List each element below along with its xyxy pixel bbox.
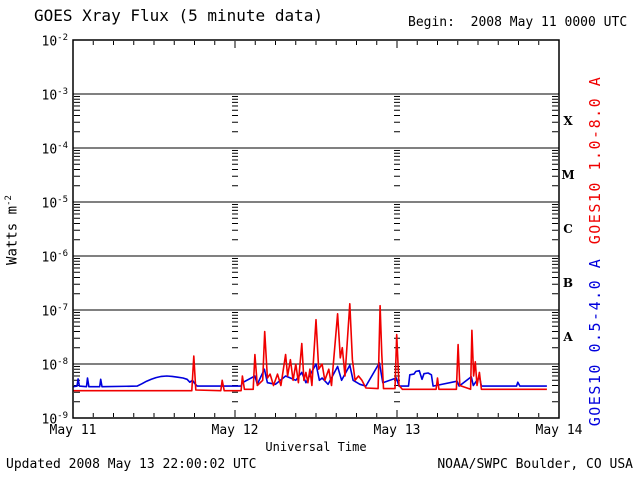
y-tick-label: 10-2 bbox=[41, 33, 69, 50]
x-axis-title: Universal Time bbox=[265, 440, 367, 454]
y-tick-label: 10-8 bbox=[41, 357, 69, 374]
credit-label: NOAA/SWPC Boulder, CO USA bbox=[437, 457, 633, 472]
flare-class-letter-x: X bbox=[563, 114, 573, 128]
x-tick-label: May 11 bbox=[49, 423, 97, 438]
updated-timestamp: Updated 2008 May 13 22:00:02 UTC bbox=[6, 457, 257, 472]
flare-class-letter-c: C bbox=[563, 222, 573, 236]
y-tick-label: 10-3 bbox=[41, 87, 69, 104]
long-band-flux-line bbox=[73, 302, 547, 392]
flare-class-letter-a: A bbox=[563, 330, 573, 344]
y-tick-label: 10-9 bbox=[41, 411, 69, 428]
x-tick-label: May 13 bbox=[373, 423, 421, 438]
short-band-flux-line bbox=[72, 362, 547, 388]
y-tick-label: 10-5 bbox=[41, 195, 69, 212]
x-tick-label: May 12 bbox=[211, 423, 259, 438]
y-tick-label: 10-6 bbox=[41, 249, 69, 266]
begin-time-label: Begin: 2008 May 11 0000 UTC bbox=[408, 15, 628, 30]
x-tick-label: May 14 bbox=[535, 423, 583, 438]
legend-short-band-label: GOES10 0.5-4.0 A bbox=[586, 257, 604, 427]
flare-class-letter-b: B bbox=[562, 276, 574, 290]
flare-class-letter-m: M bbox=[561, 168, 575, 182]
plot-border bbox=[72, 39, 560, 419]
y-tick-label: 10-4 bbox=[41, 141, 69, 158]
page-title: GOES Xray Flux (5 minute data) bbox=[34, 6, 323, 25]
y-tick-label: 10-7 bbox=[41, 303, 69, 320]
y-axis-title: Watts m-2 bbox=[4, 195, 21, 265]
